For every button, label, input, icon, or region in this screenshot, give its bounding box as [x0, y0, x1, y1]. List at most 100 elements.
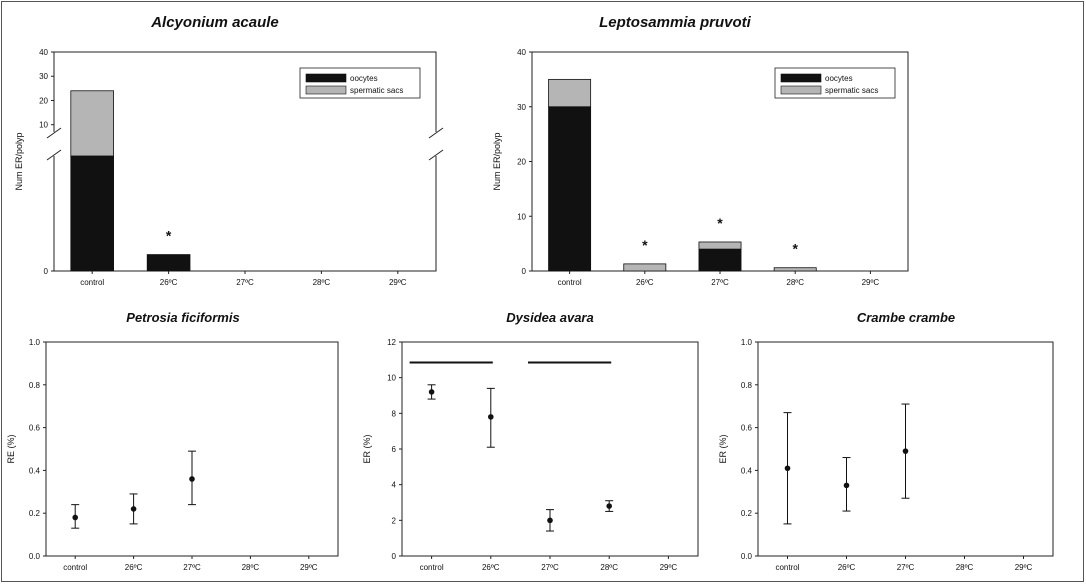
bar-oocytes	[70, 155, 114, 272]
x-tick-label: control	[558, 278, 582, 287]
chart-panel-4: Dysidea avara ER (%) 0 2 4 6 8 10 12 control 26ºC 2…	[362, 310, 699, 572]
chart-panel-5: Crambe crambe ER (%) 0.0 0.2 0.4 0.6 0.8 1.0 con…	[718, 310, 1054, 572]
chart-title: Leptosammia pruvoti	[599, 14, 752, 31]
legend-swatch-spermatic-sacs	[305, 85, 347, 95]
y-tick-label: 0.0	[29, 552, 41, 561]
data-point	[189, 476, 195, 482]
data-point	[843, 482, 850, 489]
y-tick-label: 0.6	[741, 424, 753, 433]
axis-break-mark	[428, 127, 444, 139]
y-tick-label: 0.6	[29, 424, 41, 433]
axis-break-gap	[430, 131, 442, 156]
y-axis-label: Num ER/polyp	[14, 132, 24, 190]
y-tick-label: 0	[522, 267, 527, 276]
y-tick-label: 0.4	[741, 466, 753, 475]
y-tick-label: 6	[392, 445, 397, 454]
x-tick-label: 29ºC	[1015, 563, 1033, 572]
bar-spermatic-sacs	[70, 90, 114, 157]
y-tick-label: 10	[387, 374, 396, 383]
x-tick-label: 26ºC	[482, 563, 500, 572]
chart-title: Petrosia ficiformis	[126, 310, 239, 325]
x-tick-label: 27ºC	[711, 278, 729, 287]
y-tick-label: 0.4	[29, 466, 41, 475]
chart-title: Alcyonium acaule	[150, 14, 279, 31]
x-tick-label: 27ºC	[897, 563, 915, 572]
x-tick-label: control	[420, 563, 444, 572]
y-tick-label: 0	[392, 552, 397, 561]
axis-break-mark	[46, 127, 62, 139]
y-tick-label: 40	[39, 48, 48, 57]
legend-swatch-oocytes	[780, 73, 822, 83]
chart-title: Crambe crambe	[857, 310, 955, 325]
chart-panel-1: Alcyonium acaule Num ER/polyp 0 10 20 30 40 con…	[14, 14, 444, 287]
x-tick-label: 27ºC	[541, 563, 559, 572]
data-point	[72, 514, 78, 521]
bar-oocytes	[548, 106, 592, 272]
legend-label: spermatic sacs	[825, 86, 878, 95]
x-tick-label: 26ºC	[838, 563, 856, 572]
significance-marker: *	[166, 228, 172, 244]
y-axis-label: Num ER/polyp	[492, 132, 502, 190]
y-tick-label: 1.0	[29, 338, 41, 347]
axis-break-mark	[46, 149, 62, 161]
y-tick-label: 0.8	[29, 381, 41, 390]
x-tick-label: control	[80, 278, 104, 287]
y-tick-label: 10	[517, 212, 526, 221]
bar-oocytes	[698, 248, 742, 272]
x-tick-label: 27ºC	[236, 278, 254, 287]
y-tick-label: 20	[517, 158, 526, 167]
y-tick-label: 1.0	[741, 338, 753, 347]
x-tick-label: 28ºC	[313, 278, 331, 287]
x-tick-label: 29ºC	[660, 563, 678, 572]
chart-panel-2: Leptosammia pruvoti Num ER/polyp 0 10 20 30 40…	[492, 14, 909, 287]
data-point	[428, 389, 435, 395]
y-tick-label: 4	[392, 481, 397, 490]
legend-box	[774, 67, 896, 99]
legend-swatch-oocytes	[305, 73, 347, 83]
data-point	[902, 448, 909, 454]
data-point	[547, 517, 553, 524]
x-tick-label: 28ºC	[956, 563, 974, 572]
x-tick-label: 29ºC	[389, 278, 407, 287]
y-axis-label: ER (%)	[718, 434, 728, 463]
x-tick-label: 29ºC	[300, 563, 318, 572]
x-tick-label: 26ºC	[636, 278, 654, 287]
legend-label: oocytes	[350, 74, 378, 83]
legend: oocytes spermatic sacs	[774, 67, 896, 99]
bar-spermatic-sacs	[548, 78, 592, 108]
y-tick-label: 10	[39, 121, 48, 130]
legend-swatch-spermatic-sacs	[780, 85, 822, 95]
y-tick-label: 2	[392, 516, 397, 525]
x-tick-label: 26ºC	[125, 563, 143, 572]
bar-spermatic-sacs	[698, 241, 742, 250]
significance-marker: *	[717, 215, 723, 231]
y-tick-label: 12	[387, 338, 396, 347]
x-tick-label: 28ºC	[242, 563, 260, 572]
bar-oocytes	[146, 254, 191, 272]
x-tick-label: 29ºC	[862, 278, 880, 287]
y-tick-label: 30	[517, 103, 526, 112]
significance-marker: *	[792, 241, 798, 257]
legend-label: spermatic sacs	[350, 86, 403, 95]
y-axis-label: RE (%)	[6, 434, 16, 463]
axis-break-mark	[428, 149, 444, 161]
legend: oocytes spermatic sacs	[299, 67, 421, 99]
axis-break-gap	[48, 131, 60, 156]
x-tick-label: 26ºC	[160, 278, 178, 287]
y-tick-label: 0.2	[741, 509, 753, 518]
x-tick-label: 28ºC	[786, 278, 804, 287]
y-tick-label: 0	[44, 267, 49, 276]
bar-spermatic-sacs	[773, 267, 817, 272]
x-tick-label: control	[63, 563, 87, 572]
data-point	[130, 506, 137, 512]
y-tick-label: 20	[39, 96, 48, 105]
x-tick-label: 28ºC	[600, 563, 618, 572]
y-tick-label: 8	[392, 409, 397, 418]
chart-title: Dysidea avara	[506, 310, 593, 325]
y-tick-label: 40	[517, 48, 526, 57]
y-tick-label: 0.8	[741, 381, 753, 390]
plot-frame	[45, 341, 339, 557]
y-axis-label: ER (%)	[362, 434, 372, 463]
